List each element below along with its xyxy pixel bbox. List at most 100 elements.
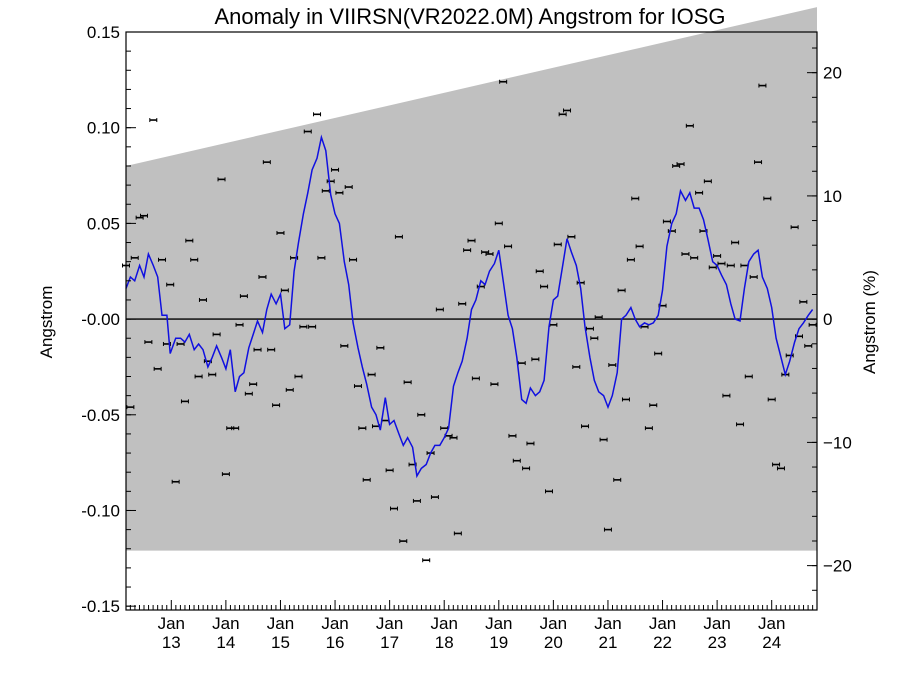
data-point [590, 336, 599, 341]
x-tick-label-month: Jan [758, 614, 785, 633]
smoothed-series-line [125, 134, 814, 479]
data-point [635, 244, 644, 249]
x-tick-label-month: Jan [321, 614, 348, 633]
data-point [463, 248, 472, 253]
data-point [280, 288, 289, 293]
data-point [490, 382, 499, 387]
data-point [581, 424, 590, 429]
data-point [599, 437, 608, 442]
data-point [326, 179, 335, 184]
data-point [690, 255, 699, 260]
data-point [744, 374, 753, 379]
data-point [790, 225, 799, 230]
data-point [126, 405, 135, 410]
data-point [344, 185, 353, 190]
data-point [208, 372, 217, 377]
data-point [603, 527, 612, 532]
data-point [508, 433, 517, 438]
data-point [685, 123, 694, 128]
data-point [153, 366, 162, 371]
chart-title: Anomaly in VIIRSN(VR2022.0M) Angstrom fo… [214, 4, 725, 29]
data-point [644, 426, 653, 431]
data-point [435, 307, 444, 312]
y-axis-label-left: Angstrom [37, 286, 56, 359]
data-point [631, 196, 640, 201]
data-point [149, 118, 158, 123]
data-point [772, 462, 781, 467]
y-right-tick-label: −20 [823, 557, 852, 576]
data-point [563, 108, 572, 113]
data-point [231, 426, 240, 431]
x-tick-label-month: Jan [703, 614, 730, 633]
x-tick-label-year: 21 [598, 633, 617, 652]
x-tick-label-month: Jan [212, 614, 239, 633]
y-tick-label: -0.00 [81, 310, 120, 329]
data-point [617, 288, 626, 293]
data-point [308, 324, 317, 329]
right-axis: 20 10 0 −10 −20 [807, 47, 852, 591]
data-point [367, 372, 376, 377]
x-tick-label-month: Jan [430, 614, 457, 633]
data-point [676, 162, 685, 167]
data-point [763, 196, 772, 201]
data-point [403, 380, 412, 385]
data-point [449, 435, 458, 440]
data-point [140, 213, 149, 218]
data-point [754, 160, 763, 165]
data-point [717, 261, 726, 266]
data-point [776, 466, 785, 471]
data-point [376, 345, 385, 350]
y-right-tick-label: 10 [823, 187, 842, 206]
data-point [526, 441, 535, 446]
x-tick-label-year: 23 [708, 633, 727, 652]
data-point [253, 347, 262, 352]
data-point [321, 188, 330, 193]
data-point [681, 252, 690, 257]
data-point [535, 269, 544, 274]
data-point [303, 129, 312, 134]
data-point [626, 257, 635, 262]
data-point [804, 343, 813, 348]
data-point [649, 403, 658, 408]
data-point [476, 284, 485, 289]
y-right-tick-label: −10 [823, 433, 852, 452]
y-tick-label: 0.10 [87, 119, 120, 138]
data-point [212, 332, 221, 337]
data-point [258, 274, 267, 279]
data-point [545, 489, 554, 494]
data-point [190, 257, 199, 262]
x-tick-label-year: 22 [653, 633, 672, 652]
y-tick-label: -0.05 [81, 406, 120, 425]
x-tick-label-year: 14 [216, 633, 235, 652]
data-point [389, 506, 398, 511]
data-point [249, 382, 258, 387]
y-axis-label-right: Angstrom (%) [860, 270, 879, 374]
data-point [385, 468, 394, 473]
data-point [158, 257, 167, 262]
data-point [171, 479, 180, 484]
data-point [708, 265, 717, 270]
data-point [313, 112, 322, 117]
data-point [166, 282, 175, 287]
data-point [749, 274, 758, 279]
data-point [417, 412, 426, 417]
data-point [767, 397, 776, 402]
data-point [808, 322, 817, 327]
data-point [594, 315, 603, 320]
data-point [180, 399, 189, 404]
data-point [467, 238, 476, 243]
data-point [422, 558, 431, 563]
data-point [176, 341, 185, 346]
data-point [399, 539, 408, 544]
data-point [713, 253, 722, 258]
data-point [276, 230, 285, 235]
data-point [504, 244, 513, 249]
data-point [540, 284, 549, 289]
scatter-points [122, 79, 817, 563]
data-point [198, 297, 207, 302]
data-point [412, 498, 421, 503]
y-right-tick-label: 20 [823, 64, 842, 83]
data-point [731, 240, 740, 245]
x-tick-label-year: 13 [162, 633, 181, 652]
